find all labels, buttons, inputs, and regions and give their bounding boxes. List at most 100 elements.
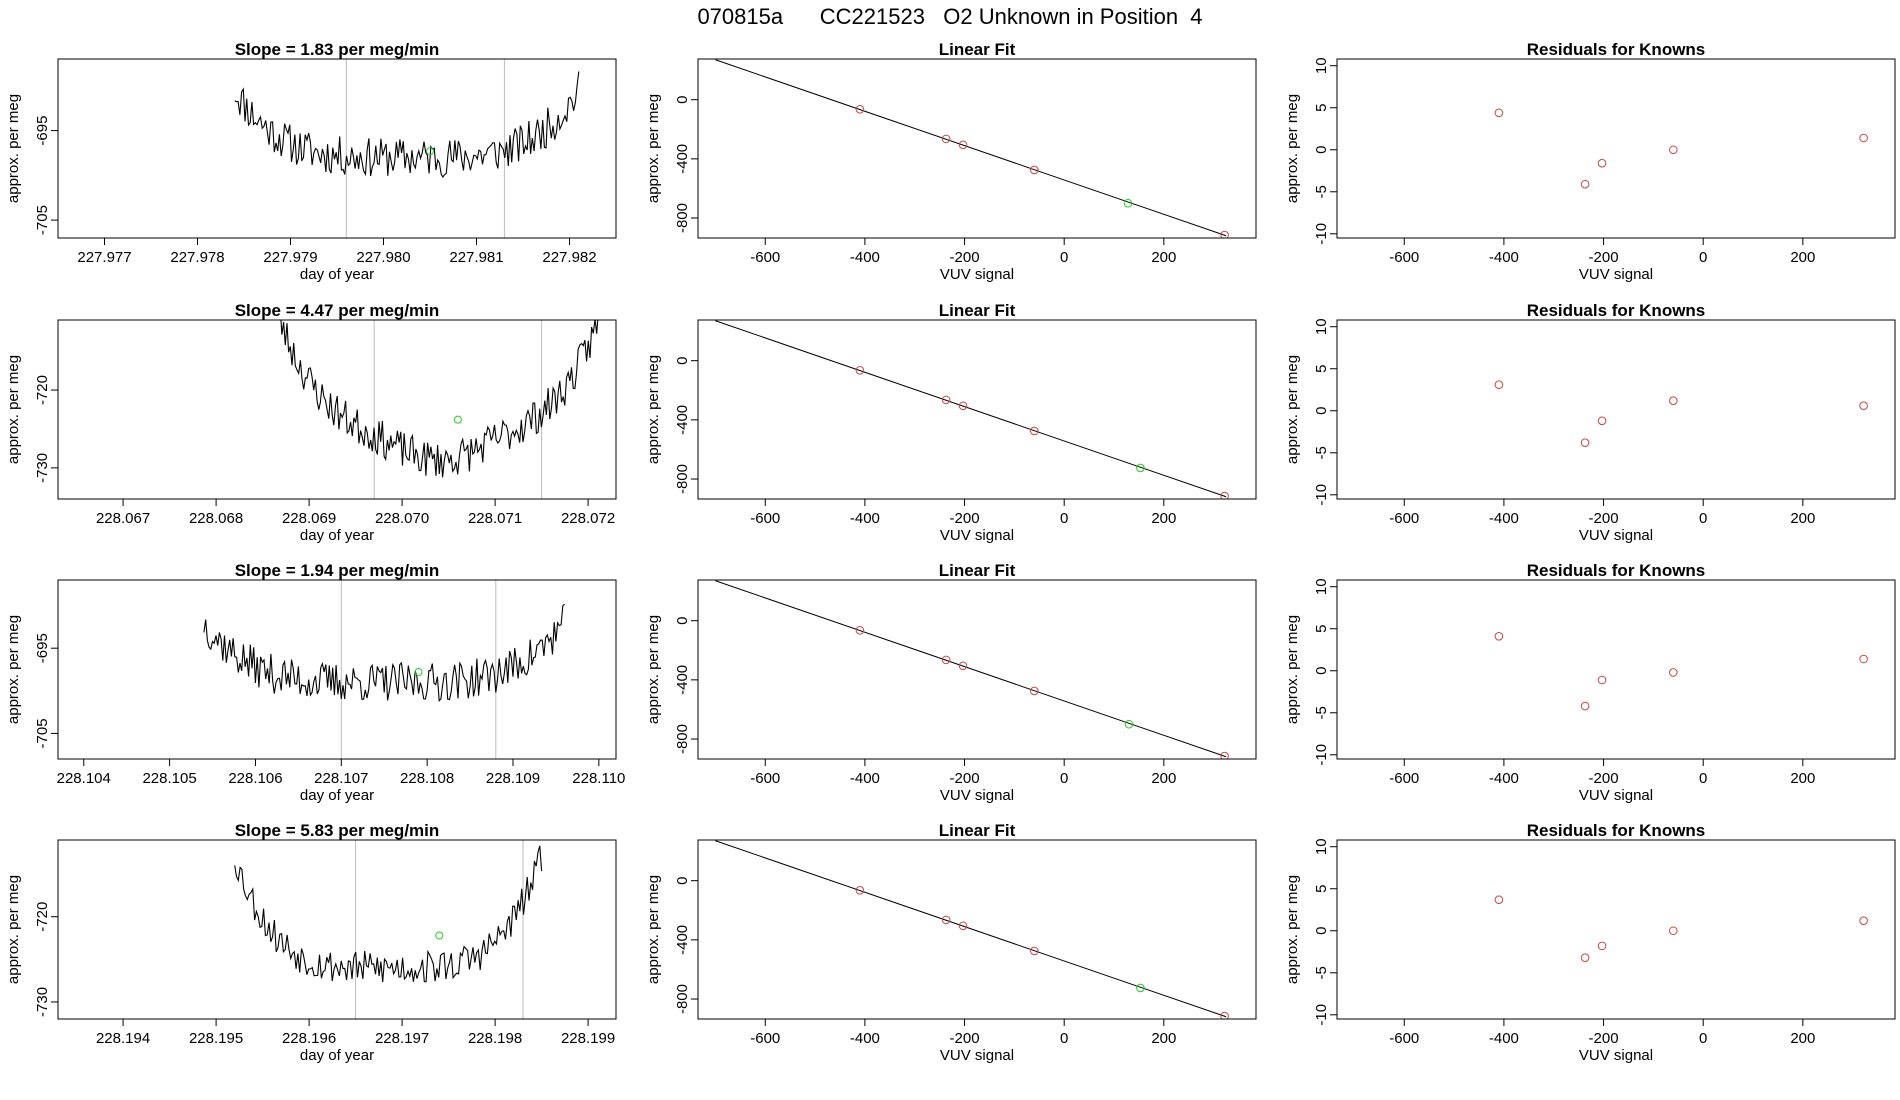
y-tick-label: 0 bbox=[1313, 667, 1330, 675]
y-axis-label: approx. per meg bbox=[1284, 94, 1301, 203]
unknown-point bbox=[426, 147, 434, 156]
panel-title: Residuals for Knowns bbox=[1527, 301, 1706, 320]
signal-trace bbox=[234, 71, 580, 178]
y-axis-label: approx. per meg bbox=[645, 94, 662, 203]
residual-point bbox=[1494, 108, 1504, 118]
chart-panel-residuals-3: -600 -400 -200 0 200 10 5 0 -5 -10 Residuals for K… bbox=[1284, 821, 1896, 1064]
y-tick-label: 10 bbox=[1313, 318, 1330, 335]
x-axis-label: VUV signal bbox=[1579, 1047, 1653, 1064]
x-axis-label: VUV signal bbox=[1579, 266, 1653, 283]
x-tick-label: 228.105 bbox=[142, 770, 196, 787]
panel-title: Residuals for Knowns bbox=[1527, 40, 1706, 59]
y-tick-label: -800 bbox=[674, 464, 691, 494]
plot-frame bbox=[1336, 579, 1896, 760]
x-tick-label: 228.104 bbox=[57, 770, 111, 787]
x-tick-label: -400 bbox=[1489, 249, 1519, 266]
panel-title: Slope = 5.83 per meg/min bbox=[235, 821, 440, 840]
x-tick-label: 228.106 bbox=[228, 770, 282, 787]
panel-title: Slope = 4.47 per meg/min bbox=[235, 301, 440, 320]
residual-point bbox=[1580, 438, 1590, 447]
x-tick-label: -200 bbox=[950, 770, 980, 787]
x-tick-label: 0 bbox=[1060, 1030, 1068, 1047]
residual-point bbox=[1494, 632, 1504, 641]
chart-panel-linear_fit-2: -600 -400 -200 0 200 0 -400 -800 Linear Fit VUV s… bbox=[645, 561, 1257, 804]
y-tick-label: 0 bbox=[1313, 407, 1330, 415]
y-tick-label: -705 bbox=[34, 205, 51, 235]
signal-trace bbox=[234, 845, 543, 983]
y-tick-label: -720 bbox=[34, 375, 51, 405]
x-tick-label: 200 bbox=[1790, 249, 1815, 266]
x-tick-label: 228.198 bbox=[468, 1030, 522, 1047]
x-tick-label: 228.070 bbox=[375, 510, 429, 527]
plot-content bbox=[1494, 895, 1868, 962]
chart-panel-time_series-2: 228.104 228.105 228.106 228.107 228.108 228.1… bbox=[5, 561, 625, 804]
x-axis-label: VUV signal bbox=[940, 266, 1014, 283]
y-tick-label: -730 bbox=[34, 987, 51, 1017]
plot-frame bbox=[697, 58, 1257, 239]
unknown-point bbox=[414, 668, 423, 677]
unknown-point bbox=[1136, 463, 1145, 473]
known-point bbox=[855, 885, 865, 895]
plot-frame bbox=[1336, 839, 1896, 1020]
residual-point bbox=[1597, 158, 1607, 168]
page-title: 070815a CC221523 O2 Unknown in Position … bbox=[697, 4, 1203, 29]
known-point bbox=[958, 140, 968, 150]
y-axis-label: approx. per meg bbox=[1284, 615, 1301, 724]
x-tick-label: 228.199 bbox=[561, 1030, 615, 1047]
known-point bbox=[941, 915, 951, 925]
plot-content bbox=[715, 59, 1229, 238]
y-tick-label: -800 bbox=[674, 984, 691, 1014]
plot-content bbox=[203, 580, 565, 759]
chart-panel-time_series-0: 227.977 227.978 227.979 227.980 227.981 227.9… bbox=[5, 40, 617, 283]
x-tick-label: 0 bbox=[1060, 249, 1068, 266]
x-tick-label: -600 bbox=[1389, 510, 1419, 527]
y-tick-label: -5 bbox=[1313, 966, 1330, 979]
known-point bbox=[1029, 946, 1039, 956]
residual-point bbox=[1580, 179, 1590, 189]
known-point bbox=[958, 921, 968, 931]
y-tick-label: 0 bbox=[674, 617, 691, 625]
fit-line bbox=[715, 840, 1227, 1018]
plot-frame bbox=[57, 319, 617, 500]
y-tick-label: -10 bbox=[1313, 1004, 1330, 1026]
chart-panel-residuals-0: -600 -400 -200 0 200 10 5 0 -5 -10 Residuals for K… bbox=[1284, 40, 1896, 283]
x-tick-label: 227.980 bbox=[356, 249, 410, 266]
x-tick-label: -200 bbox=[950, 249, 980, 266]
y-tick-label: -5 bbox=[1313, 446, 1330, 459]
x-tick-label: 0 bbox=[1060, 510, 1068, 527]
panel-title: Residuals for Knowns bbox=[1527, 821, 1706, 840]
y-axis-label: approx. per meg bbox=[5, 355, 22, 464]
known-point bbox=[958, 661, 968, 671]
y-axis-label: approx. per meg bbox=[5, 875, 22, 984]
residual-point bbox=[1859, 654, 1868, 664]
x-tick-label: 228.196 bbox=[282, 1030, 336, 1047]
y-tick-label: 10 bbox=[1313, 57, 1330, 74]
x-tick-label: 228.108 bbox=[400, 770, 454, 787]
unknown-point bbox=[1123, 198, 1133, 208]
signal-trace bbox=[280, 320, 599, 478]
x-tick-label: 200 bbox=[1790, 510, 1815, 527]
known-point bbox=[941, 134, 951, 144]
known-point bbox=[1220, 230, 1229, 238]
x-axis-label: day of year bbox=[300, 527, 374, 544]
panel-title: Linear Fit bbox=[939, 301, 1016, 320]
x-tick-label: -600 bbox=[750, 770, 780, 787]
plot-content bbox=[1494, 380, 1868, 447]
y-axis-label: approx. per meg bbox=[1284, 875, 1301, 984]
x-tick-label: -400 bbox=[1489, 1030, 1519, 1047]
y-tick-label: 0 bbox=[1313, 927, 1330, 935]
residual-point bbox=[1597, 416, 1607, 426]
x-tick-label: -400 bbox=[1489, 770, 1519, 787]
x-tick-label: 0 bbox=[1699, 770, 1707, 787]
x-axis-label: day of year bbox=[300, 1047, 374, 1064]
known-point bbox=[855, 625, 865, 635]
x-axis-label: VUV signal bbox=[1579, 787, 1653, 804]
y-tick-label: 0 bbox=[674, 877, 691, 885]
plot-content bbox=[715, 320, 1229, 499]
x-tick-label: -400 bbox=[850, 770, 880, 787]
known-point bbox=[1220, 1011, 1229, 1019]
y-tick-label: -695 bbox=[34, 633, 51, 663]
y-tick-label: 5 bbox=[1313, 625, 1330, 633]
x-tick-label: -400 bbox=[850, 510, 880, 527]
y-tick-label: 10 bbox=[1313, 578, 1330, 595]
